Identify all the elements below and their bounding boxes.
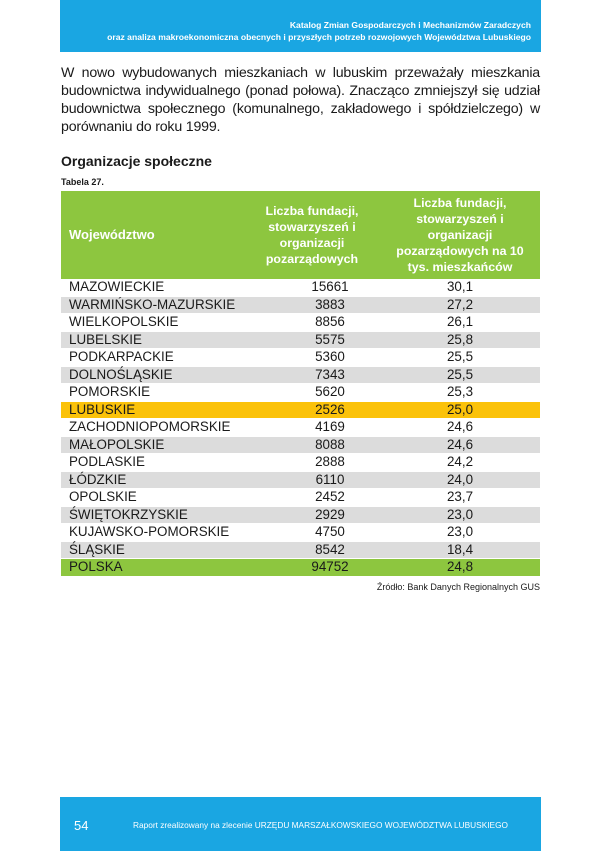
- rate-cell: 24,0: [380, 471, 540, 489]
- table-row: DOLNOŚLĄSKIE 7343 25,5: [61, 366, 540, 384]
- count-cell: 5360: [244, 348, 380, 367]
- count-cell: 2452: [244, 488, 380, 507]
- count-cell: 4750: [244, 523, 380, 542]
- header-count: Liczba fundacji, stowarzyszeń i organiza…: [244, 191, 380, 279]
- count-cell: 3883: [244, 296, 380, 314]
- page-footer: 54 Raport zrealizowany na zlecenie URZĘD…: [60, 797, 541, 851]
- intro-text: W nowo wybudowanych mieszkaniach w lubus…: [61, 65, 540, 135]
- count-cell: 2888: [244, 453, 380, 472]
- table-row: POLSKA 94752 24,8: [61, 558, 540, 577]
- region-cell: ŚWIĘTOKRZYSKIE: [61, 506, 244, 524]
- header-region: Województwo: [61, 191, 244, 279]
- region-cell: LUBUSKIE: [61, 401, 244, 419]
- rate-cell: 24,6: [380, 418, 540, 437]
- table-body: MAZOWIECKIE 15661 30,1 WARMIŃSKO-MAZURSKIE 3…: [61, 279, 540, 577]
- count-cell: 15661: [244, 279, 380, 297]
- rate-cell: 25,3: [380, 383, 540, 402]
- count-cell: 8542: [244, 541, 380, 559]
- header-title-line-1: Katalog Zmian Gospodarczych i Mechanizmó…: [289, 20, 531, 30]
- table-row: ŁÓDZKIE 6110 24,0: [61, 471, 540, 489]
- source-note: Źródło: Bank Danych Regionalnych GUS: [376, 582, 540, 592]
- table-row: WIELKOPOLSKIE 8856 26,1: [61, 313, 540, 332]
- rate-cell: 26,1: [380, 313, 540, 332]
- rate-cell: 24,6: [380, 436, 540, 454]
- rate-cell: 18,4: [380, 541, 540, 559]
- region-cell: OPOLSKIE: [61, 488, 244, 507]
- count-cell: 94752: [244, 558, 380, 577]
- region-cell: ŚLĄSKIE: [61, 541, 244, 559]
- rate-cell: 25,5: [380, 348, 540, 367]
- count-cell: 8856: [244, 313, 380, 332]
- table-row: LUBUSKIE 2526 25,0: [61, 401, 540, 419]
- rate-cell: 24,2: [380, 453, 540, 472]
- table-row: PODKARPACKIE 5360 25,5: [61, 348, 540, 367]
- region-cell: PODLASKIE: [61, 453, 244, 472]
- table-row: WARMIŃSKO-MAZURSKIE 3883 27,2: [61, 296, 540, 314]
- region-cell: PODKARPACKIE: [61, 348, 244, 367]
- header-title-line-2: oraz analiza makroekonomiczna obecnych i…: [107, 32, 531, 42]
- page-number: 54: [74, 818, 89, 833]
- rate-cell: 23,0: [380, 523, 540, 542]
- region-cell: MAŁOPOLSKIE: [61, 436, 244, 454]
- table-row: ŚWIĘTOKRZYSKIE 2929 23,0: [61, 506, 540, 524]
- region-cell: WIELKOPOLSKIE: [61, 313, 244, 332]
- table-row: KUJAWSKO-POMORSKIE 4750 23,0: [61, 523, 540, 542]
- rate-cell: 30,1: [380, 279, 540, 297]
- rate-cell: 23,7: [380, 488, 540, 507]
- page-header: Katalog Zmian Gospodarczych i Mechanizmó…: [60, 0, 541, 52]
- region-cell: WARMIŃSKO-MAZURSKIE: [61, 296, 244, 314]
- section-title: Organizacje społeczne: [61, 153, 212, 169]
- region-cell: POLSKA: [61, 558, 244, 577]
- table-label: Tabela 27.: [61, 177, 104, 187]
- region-cell: ŁÓDZKIE: [61, 471, 244, 489]
- rate-cell: 23,0: [380, 506, 540, 524]
- region-cell: LUBELSKIE: [61, 331, 244, 349]
- region-cell: ZACHODNIOPOMORSKIE: [61, 418, 244, 437]
- table-row: POMORSKIE 5620 25,3: [61, 383, 540, 402]
- rate-cell: 25,8: [380, 331, 540, 349]
- table-row: PODLASKIE 2888 24,2: [61, 453, 540, 472]
- count-cell: 6110: [244, 471, 380, 489]
- rate-cell: 25,5: [380, 366, 540, 384]
- footer-text: Raport zrealizowany na zlecenie URZĘDU M…: [133, 820, 508, 830]
- region-cell: KUJAWSKO-POMORSKIE: [61, 523, 244, 542]
- count-cell: 4169: [244, 418, 380, 437]
- count-cell: 8088: [244, 436, 380, 454]
- count-cell: 2526: [244, 401, 380, 419]
- rate-cell: 27,2: [380, 296, 540, 314]
- table-row: MAŁOPOLSKIE 8088 24,6: [61, 436, 540, 454]
- table-row: ŚLĄSKIE 8542 18,4: [61, 541, 540, 559]
- count-cell: 5620: [244, 383, 380, 402]
- count-cell: 5575: [244, 331, 380, 349]
- table-row: ZACHODNIOPOMORSKIE 4169 24,6: [61, 418, 540, 437]
- intro-paragraph: W nowo wybudowanych mieszkaniach w lubus…: [61, 64, 540, 136]
- table-row: MAZOWIECKIE 15661 30,1: [61, 279, 540, 297]
- table-row: LUBELSKIE 5575 25,8: [61, 331, 540, 349]
- count-cell: 7343: [244, 366, 380, 384]
- region-cell: POMORSKIE: [61, 383, 244, 402]
- table-row: OPOLSKIE 2452 23,7: [61, 488, 540, 507]
- rate-cell: 24,8: [380, 558, 540, 577]
- count-cell: 2929: [244, 506, 380, 524]
- header-rate: Liczba fundacji, stowarzyszeń i organiza…: [380, 191, 540, 279]
- region-cell: MAZOWIECKIE: [61, 279, 244, 297]
- region-cell: DOLNOŚLĄSKIE: [61, 366, 244, 384]
- table-header-row: Województwo Liczba fundacji, stowarzysze…: [61, 191, 540, 279]
- organizations-table: Województwo Liczba fundacji, stowarzysze…: [61, 191, 540, 577]
- rate-cell: 25,0: [380, 401, 540, 419]
